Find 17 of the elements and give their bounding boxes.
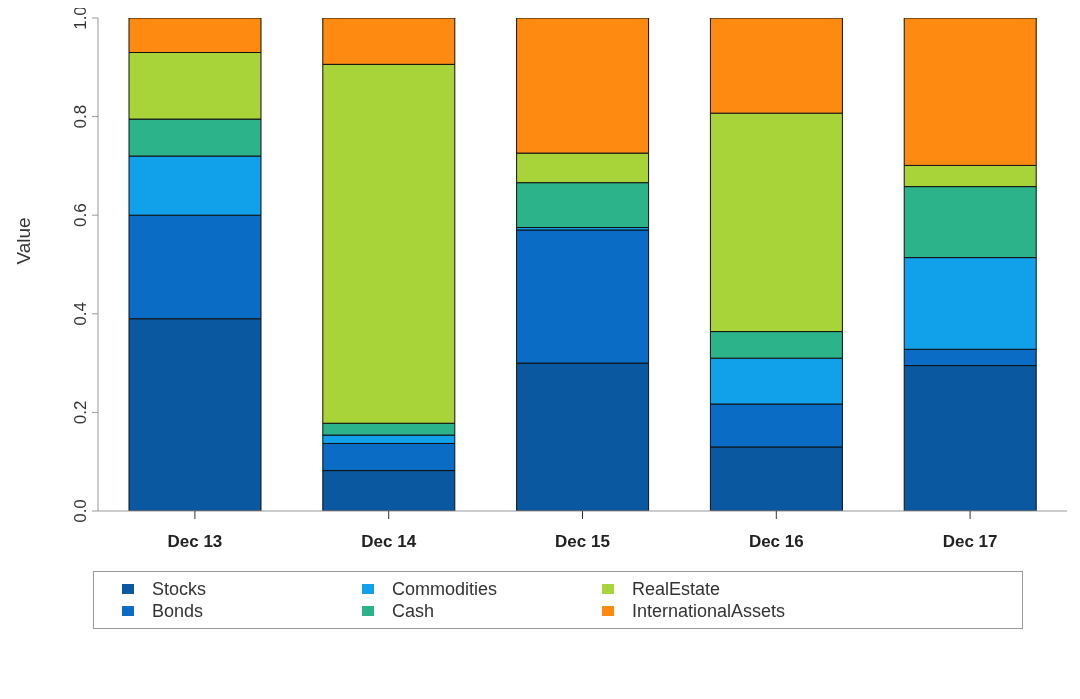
x-tick-label: Dec 16: [748, 532, 804, 552]
y-tick-label: 0.6: [71, 203, 90, 228]
legend-label: RealEstate: [632, 578, 721, 600]
legend-label: Cash: [392, 600, 435, 622]
legend-label: InternationalAssets: [632, 600, 786, 622]
x-tick-label: Dec 13: [167, 532, 223, 552]
y-tick-label: 0.0: [71, 499, 90, 523]
y-tick-label: 0.8: [71, 104, 90, 129]
legend-label: Bonds: [152, 600, 204, 622]
x-tick-label: Dec 15: [555, 532, 610, 552]
y-axis-title: Value: [12, 217, 34, 265]
legend-label: Stocks: [152, 578, 207, 600]
x-tick-label: Dec 14: [361, 532, 417, 552]
x-tick-label: Dec 17: [942, 532, 998, 552]
legend-label: Commodities: [392, 578, 498, 600]
y-tick-label: 0.4: [71, 301, 90, 326]
y-tick-label: 0.2: [71, 400, 90, 425]
